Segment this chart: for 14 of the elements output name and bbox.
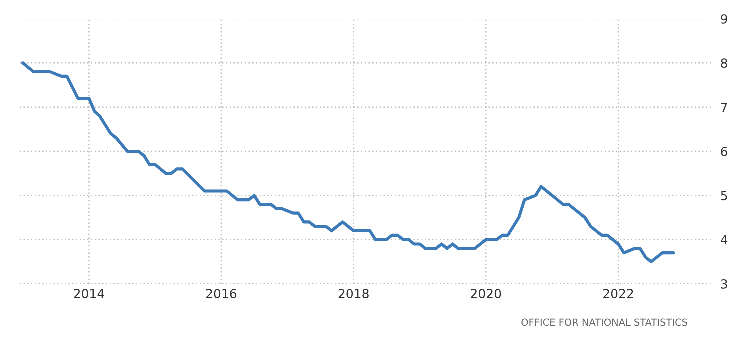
y-tick-label: 9 bbox=[721, 14, 728, 24]
x-tick-label: 2018 bbox=[338, 289, 369, 299]
x-tick-label: 2016 bbox=[206, 289, 237, 299]
y-tick-label: 4 bbox=[720, 235, 728, 245]
y-tick-label: 7 bbox=[721, 102, 728, 112]
x-tick-label: 2014 bbox=[74, 289, 104, 299]
text: OFFICE FOR NATIONAL STATISTICS bbox=[522, 318, 688, 326]
x-tick-label: 2020 bbox=[471, 289, 502, 299]
line-series bbox=[22, 62, 676, 264]
y-tick-label: 5 bbox=[721, 191, 728, 201]
y-tick-label: 3 bbox=[721, 279, 728, 289]
y-tick-label: 8 bbox=[721, 58, 728, 68]
x-tick-label: 2022 bbox=[604, 289, 634, 299]
y-tick-label: 6 bbox=[721, 146, 728, 156]
